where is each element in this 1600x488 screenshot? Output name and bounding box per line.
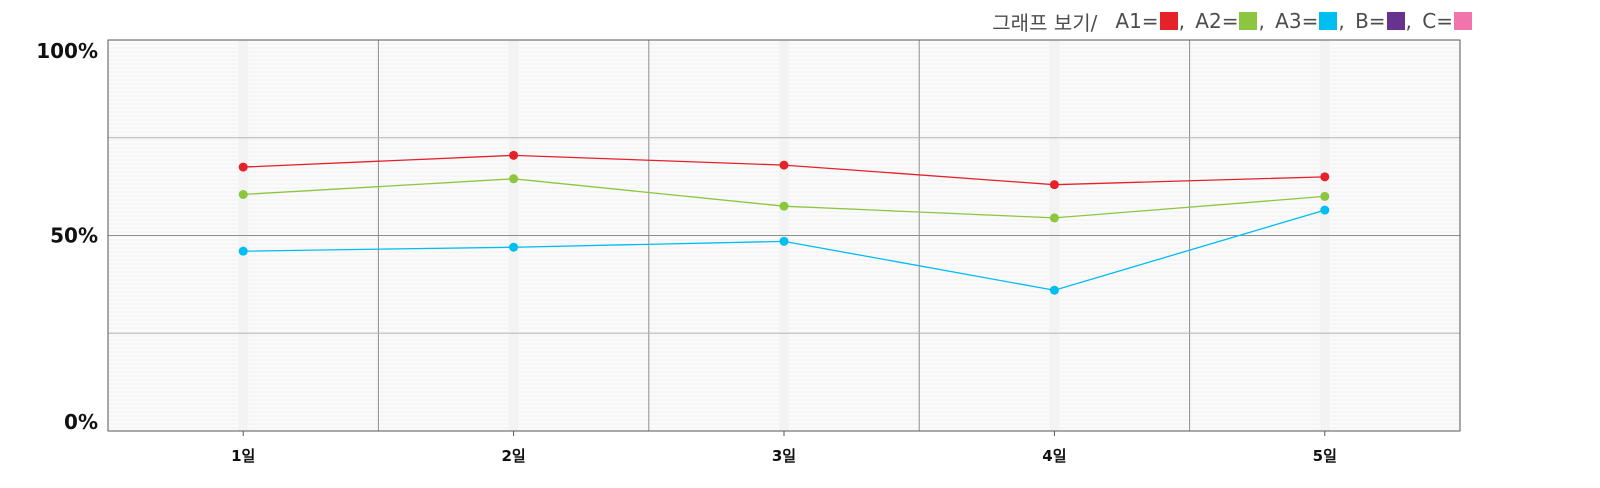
legend-items: A1=, A2=, A3=, B=, C= [1115,9,1472,33]
legend-item-a1: A1=, [1115,9,1189,33]
data-point-a3 [779,236,789,246]
legend-swatch [1454,12,1472,30]
data-point-a3 [1320,205,1330,215]
y-tick-label: 50% [50,224,98,248]
legend-separator: , [1338,9,1345,33]
y-tick-label: 0% [64,410,98,434]
y-tick-label: 100% [36,39,98,63]
chart-series [238,150,1330,295]
x-axis-ticks: 1일 2일 3일 4일 5일 [231,431,1337,465]
data-point-a1 [779,160,789,170]
data-point-a3 [509,242,519,252]
data-point-a2 [779,201,789,211]
legend-item-c: C= [1422,9,1472,33]
legend-swatch [1159,12,1178,30]
data-point-a2 [238,189,248,199]
legend-item-label: A2= [1195,9,1239,33]
legend-item-label: C= [1422,9,1453,33]
data-point-a2 [1320,191,1330,201]
data-point-a3 [1049,285,1059,295]
x-tick-label: 3일 [772,447,796,465]
legend-separator: , [1405,9,1412,33]
data-point-a3 [238,246,248,256]
legend-item-label: A3= [1275,9,1319,33]
legend-separator: , [1258,9,1265,33]
legend-swatch [1386,12,1405,30]
legend-item-a2: A2=, [1195,9,1269,33]
x-tick-label: 2일 [501,447,525,465]
chart-legend: 그래프 보기/ A1=, A2=, A3=, B=, C= [992,8,1472,35]
legend-swatch [1239,12,1258,30]
y-axis-ticks: 100% 50% 0% [36,39,98,434]
x-tick-label: 4일 [1042,447,1066,465]
data-point-a1 [1320,172,1330,182]
x-tick-label: 1일 [231,447,255,465]
legend-item-a3: A3=, [1275,9,1349,33]
data-point-a1 [509,150,519,160]
legend-item-label: A1= [1115,9,1159,33]
data-point-a1 [1049,180,1059,190]
data-point-a1 [238,162,248,172]
x-tick-label: 5일 [1313,447,1337,465]
legend-item-b: B=, [1355,9,1416,33]
legend-separator: , [1178,9,1185,33]
legend-swatch [1319,12,1338,30]
data-point-a2 [509,174,519,184]
legend-title: 그래프 보기/ [992,10,1098,35]
data-point-a2 [1049,213,1059,223]
legend-item-label: B= [1355,9,1386,33]
